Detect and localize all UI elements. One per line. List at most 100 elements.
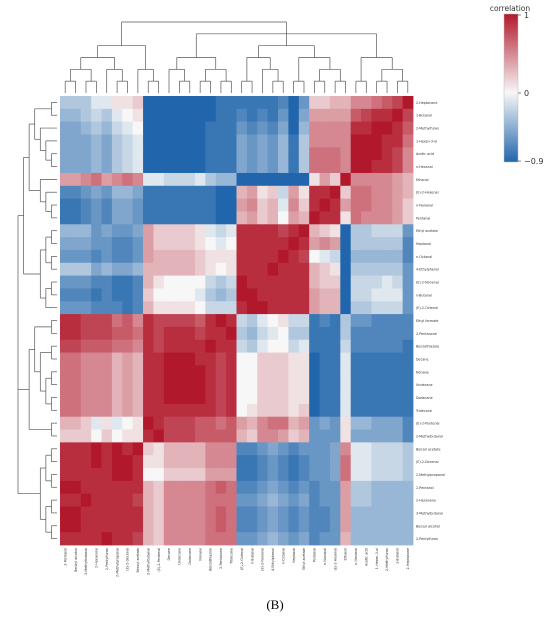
heatmap-cell	[101, 378, 113, 392]
heatmap-cell	[298, 314, 310, 328]
column-label: (E)-2-Hexenal	[333, 548, 337, 571]
heatmap-cell	[361, 455, 372, 469]
heatmap-cell	[111, 134, 123, 148]
heatmap-cell	[174, 506, 185, 520]
heatmap-cell	[278, 121, 289, 135]
heatmap-cell	[174, 172, 185, 187]
heatmap-cell	[80, 185, 92, 200]
heatmap-cell	[143, 147, 154, 161]
heatmap-cell	[298, 249, 310, 264]
heatmap-cell	[143, 172, 154, 187]
heatmap-cell	[361, 339, 372, 353]
heatmap-cell	[246, 275, 258, 289]
heatmap-cell	[101, 314, 113, 328]
heatmap-cell	[194, 326, 206, 341]
heatmap-cell	[361, 262, 372, 276]
row-label: n-Butanal	[416, 293, 432, 297]
heatmap-cell	[122, 160, 134, 174]
heatmap-cell	[340, 532, 352, 546]
heatmap-cell	[329, 172, 341, 187]
heatmap-cell	[278, 326, 289, 341]
heatmap-cell	[122, 198, 134, 212]
heatmap-cell	[319, 237, 331, 251]
heatmap-cell	[298, 442, 310, 456]
heatmap-cell	[70, 506, 82, 520]
heatmap-cell	[246, 96, 258, 110]
heatmap-cell	[246, 391, 258, 405]
heatmap-cell	[361, 442, 372, 456]
heatmap-cell	[288, 96, 300, 110]
heatmap-cell	[236, 160, 248, 174]
heatmap-cell	[361, 493, 372, 507]
heatmap-cell	[236, 378, 248, 392]
heatmap-cell	[288, 185, 300, 200]
heatmap-cell	[381, 391, 393, 405]
heatmap-cell	[309, 506, 320, 520]
heatmap-cell	[350, 224, 362, 238]
heatmap-cell	[267, 96, 279, 110]
heatmap-cell	[267, 468, 279, 482]
heatmap-cell	[194, 147, 206, 161]
heatmap-cell	[309, 211, 320, 225]
heatmap-cell	[60, 506, 71, 520]
heatmap-cell	[236, 96, 248, 110]
heatmap-cell	[163, 160, 175, 174]
heatmap-cell	[215, 506, 227, 520]
heatmap-cell	[70, 224, 82, 238]
heatmap-cell	[153, 455, 165, 469]
heatmap-cell	[91, 134, 102, 148]
heatmap-cell	[392, 185, 404, 200]
heatmap-cell	[122, 108, 134, 123]
heatmap-cell	[132, 314, 144, 328]
heatmap-cell	[236, 480, 248, 495]
heatmap-cell	[184, 198, 196, 212]
heatmap-cell	[236, 134, 248, 148]
heatmap-cell	[402, 532, 414, 546]
heatmap-cell	[329, 455, 341, 469]
heatmap-cell	[226, 185, 237, 200]
heatmap-cell	[381, 121, 393, 135]
heatmap-cell	[226, 391, 237, 405]
heatmap-cell	[309, 493, 320, 507]
heatmap-cell	[111, 493, 123, 507]
heatmap-cell	[298, 532, 310, 546]
heatmap-cell	[153, 185, 165, 200]
heatmap-cell	[132, 442, 144, 456]
heatmap-cell	[205, 339, 217, 353]
heatmap-cell	[236, 429, 248, 443]
heatmap-cell	[371, 288, 383, 302]
heatmap-cell	[329, 134, 341, 148]
heatmap-cell	[350, 96, 362, 110]
heatmap-cell	[111, 429, 123, 443]
heatmap-cell	[174, 249, 185, 264]
heatmap-cell	[402, 211, 414, 225]
heatmap-cell	[361, 416, 372, 430]
heatmap-cell	[184, 442, 196, 456]
heatmap-cell	[60, 301, 71, 315]
heatmap-cell	[205, 455, 217, 469]
heatmap-cell	[350, 160, 362, 174]
heatmap-cell	[402, 108, 414, 123]
heatmap-cell	[329, 237, 341, 251]
heatmap-cell	[122, 506, 134, 520]
heatmap-cell	[205, 96, 217, 110]
column-label: Tridecane	[230, 548, 234, 565]
heatmap-cell	[143, 301, 154, 315]
heatmap-cell	[111, 506, 123, 520]
heatmap-cell	[184, 301, 196, 315]
heatmap-cell	[111, 96, 123, 110]
heatmap-cell	[309, 455, 320, 469]
heatmap-cell	[194, 429, 206, 443]
heatmap-cell	[340, 198, 352, 212]
heatmap-cell	[371, 262, 383, 276]
column-label: Heptanal	[292, 548, 296, 563]
heatmap-cell	[246, 172, 258, 187]
column-labels: 2-Pentanol Benzyl alcohol 3-Methylbutanal 2…	[63, 548, 410, 577]
heatmap-cell	[91, 429, 102, 443]
heatmap-cell	[226, 519, 237, 533]
heatmap-cell	[288, 198, 300, 212]
heatmap-cell	[111, 249, 123, 264]
heatmap-cell	[122, 480, 134, 495]
row-label: Pentanal	[416, 216, 430, 220]
heatmap-cell	[257, 429, 269, 443]
